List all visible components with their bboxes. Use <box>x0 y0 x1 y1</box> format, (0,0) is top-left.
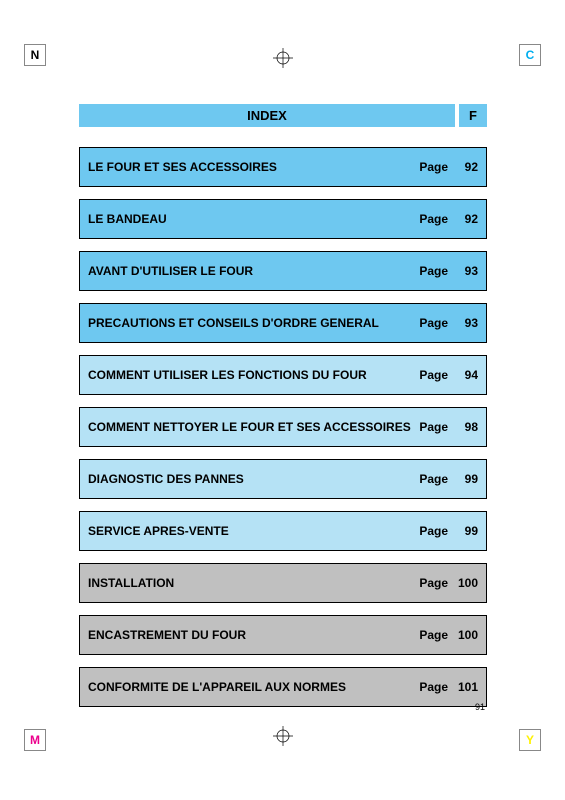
index-entry-page-label: Page <box>419 212 448 226</box>
index-entry-page-label: Page <box>419 628 448 642</box>
index-entry-title: PRECAUTIONS ET CONSEILS D'ORDRE GENERAL <box>88 316 419 330</box>
index-entry-page-label: Page <box>419 368 448 382</box>
index-entry: CONFORMITE DE L'APPAREIL AUX NORMESPage 1… <box>79 667 487 707</box>
crop-letter-n: N <box>31 48 40 62</box>
index-entry-page-label: Page <box>419 420 448 434</box>
index-entry-page-number: 99 <box>456 524 478 538</box>
index-entry-title: CONFORMITE DE L'APPAREIL AUX NORMES <box>88 680 419 694</box>
index-entry-title: SERVICE APRES-VENTE <box>88 524 419 538</box>
index-entry-page-label: Page <box>419 524 448 538</box>
index-entry-page-number: 100 <box>456 628 478 642</box>
crop-letter-c: C <box>526 48 535 62</box>
index-header-label: INDEX <box>79 104 455 127</box>
index-entry-page-label: Page <box>419 160 448 174</box>
index-entry: LE BANDEAUPage 92 <box>79 199 487 239</box>
index-entry: LE FOUR ET SES ACCESSOIRESPage 92 <box>79 147 487 187</box>
crop-letter-y: Y <box>526 733 534 747</box>
index-entry-page-number: 93 <box>456 316 478 330</box>
index-entry-page-label: Page <box>419 576 448 590</box>
index-entry: ENCASTREMENT DU FOURPage 100 <box>79 615 487 655</box>
crop-box-tl: N <box>24 44 46 66</box>
index-entry: AVANT D'UTILISER LE FOURPage 93 <box>79 251 487 291</box>
index-entry: DIAGNOSTIC DES PANNESPage 99 <box>79 459 487 499</box>
index-entry: PRECAUTIONS ET CONSEILS D'ORDRE GENERALP… <box>79 303 487 343</box>
index-entry-page-label: Page <box>419 680 448 694</box>
index-entry-page-number: 100 <box>456 576 478 590</box>
index-entry-title: AVANT D'UTILISER LE FOUR <box>88 264 419 278</box>
index-entry-page-label: Page <box>419 316 448 330</box>
index-entry-page-label: Page <box>419 264 448 278</box>
index-entry-page-number: 98 <box>456 420 478 434</box>
crop-letter-m: M <box>30 733 40 747</box>
index-entry: SERVICE APRES-VENTEPage 99 <box>79 511 487 551</box>
index-entry-title: COMMENT UTILISER LES FONCTIONS DU FOUR <box>88 368 419 382</box>
index-entry-title: LE BANDEAU <box>88 212 419 226</box>
index-entries: LE FOUR ET SES ACCESSOIRESPage92LE BANDE… <box>79 147 487 707</box>
index-entry: COMMENT UTILISER LES FONCTIONS DU FOURPa… <box>79 355 487 395</box>
registration-mark-bottom-icon <box>273 726 293 746</box>
index-entry-page-number: 101 <box>456 680 478 694</box>
crop-box-br: Y <box>519 729 541 751</box>
index-entry-title: COMMENT NETTOYER LE FOUR ET SES ACCESSOI… <box>88 420 419 434</box>
page-number: 91 <box>475 702 485 712</box>
index-entry-page-number: 92 <box>456 160 478 174</box>
index-entry-page-number: 93 <box>456 264 478 278</box>
index-entry: COMMENT NETTOYER LE FOUR ET SES ACCESSOI… <box>79 407 487 447</box>
registration-mark-top-icon <box>273 48 293 68</box>
index-entry-page-number: 94 <box>456 368 478 382</box>
index-header-lang: F <box>459 104 487 127</box>
index-entry-title: LE FOUR ET SES ACCESSOIRES <box>88 160 419 174</box>
index-header-row: INDEX F <box>79 104 487 127</box>
index-entry-page-label: Page <box>419 472 448 486</box>
index-entry-title: DIAGNOSTIC DES PANNES <box>88 472 419 486</box>
crop-box-tr: C <box>519 44 541 66</box>
index-entry-page-number: 99 <box>456 472 478 486</box>
crop-box-bl: M <box>24 729 46 751</box>
index-entry-title: INSTALLATION <box>88 576 419 590</box>
index-content: INDEX F LE FOUR ET SES ACCESSOIRESPage92… <box>79 104 487 719</box>
index-entry: INSTALLATIONPage 100 <box>79 563 487 603</box>
index-entry-page-number: 92 <box>456 212 478 226</box>
index-entry-title: ENCASTREMENT DU FOUR <box>88 628 419 642</box>
